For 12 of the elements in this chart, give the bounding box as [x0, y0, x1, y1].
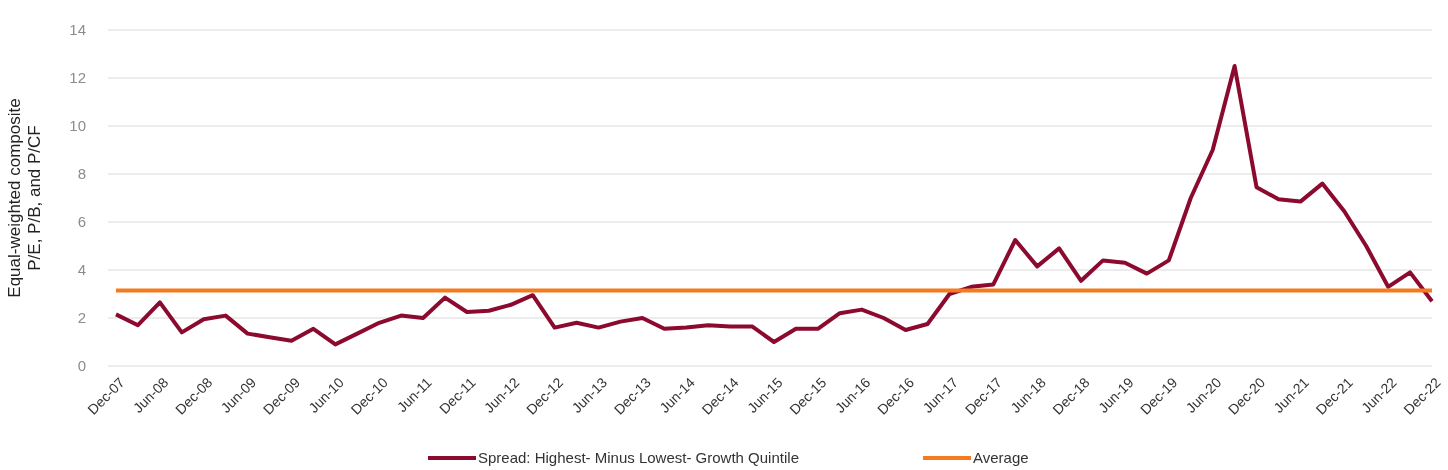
y-tick-label: 8 — [77, 165, 86, 183]
y-tick-label: 6 — [77, 213, 86, 231]
y-tick-label: 2 — [77, 309, 86, 327]
y-tick-label: 0 — [77, 357, 86, 375]
y-axis-title: Equal-weighted composite P/E, P/B, and P/CF — [4, 98, 45, 298]
legend-label: Spread: Highest- Minus Lowest- Growth Quintile — [478, 449, 799, 467]
y-tick-label: 4 — [77, 261, 86, 279]
line-series — [114, 64, 1434, 347]
y-tick-label: 12 — [69, 69, 86, 87]
legend-label: Average — [973, 449, 1029, 467]
y-tick-label: 10 — [69, 117, 86, 135]
y-tick-label: 14 — [69, 21, 86, 39]
